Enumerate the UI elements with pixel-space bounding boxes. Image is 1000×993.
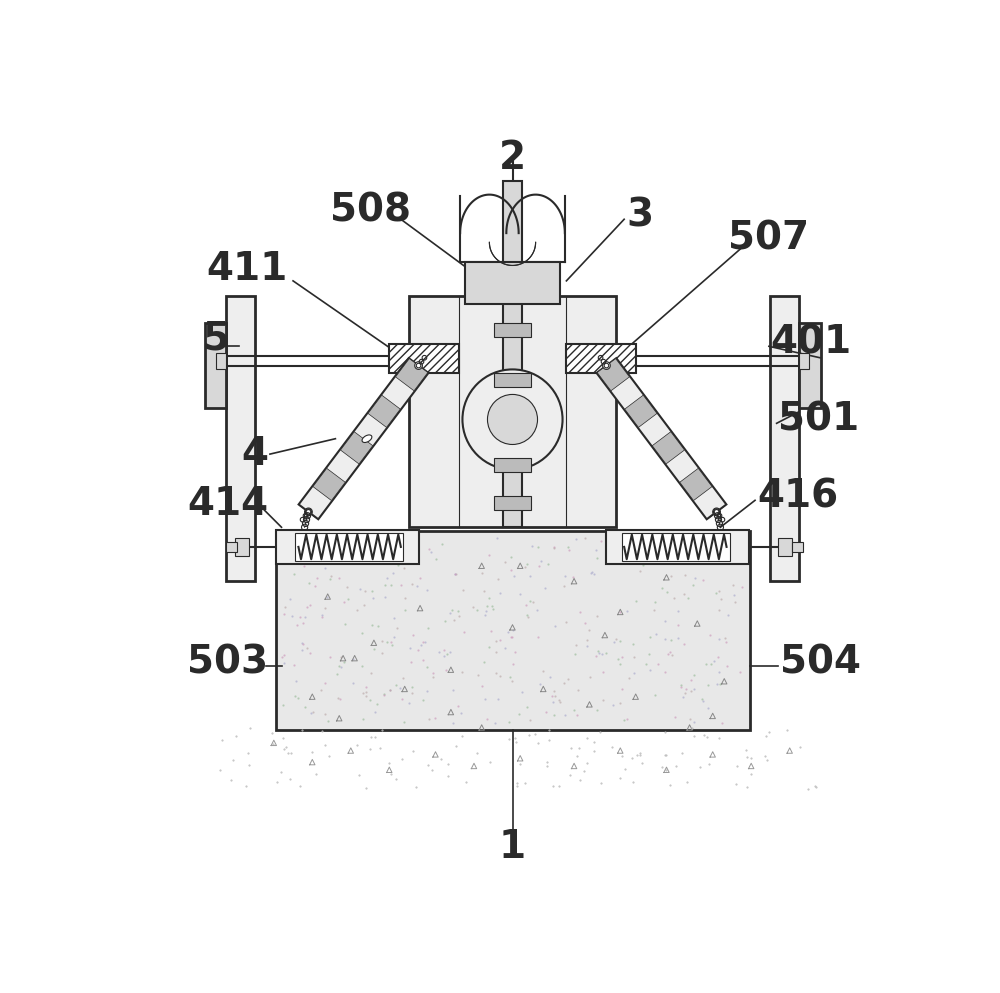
Text: 508: 508: [330, 191, 411, 229]
Bar: [792, 542, 803, 551]
Bar: [465, 261, 560, 304]
Polygon shape: [313, 469, 345, 500]
Polygon shape: [597, 358, 726, 519]
Bar: [770, 296, 799, 581]
Bar: [226, 542, 237, 551]
Bar: [799, 354, 809, 368]
Bar: [494, 323, 531, 337]
Bar: [295, 532, 403, 561]
Text: 4: 4: [241, 435, 268, 473]
Bar: [216, 354, 226, 368]
Polygon shape: [652, 432, 684, 464]
Bar: [276, 529, 419, 564]
Bar: [494, 458, 531, 472]
Polygon shape: [368, 395, 400, 427]
Text: 5: 5: [203, 320, 230, 357]
Text: 416: 416: [757, 478, 838, 515]
Polygon shape: [341, 432, 373, 464]
Bar: [276, 531, 750, 730]
Bar: [226, 296, 255, 581]
Polygon shape: [680, 469, 712, 500]
Polygon shape: [597, 358, 629, 391]
Bar: [778, 537, 792, 556]
Text: 414: 414: [187, 486, 268, 523]
Bar: [799, 323, 820, 408]
Bar: [205, 323, 226, 408]
Text: 503: 503: [187, 643, 268, 681]
Circle shape: [415, 361, 422, 369]
Text: 504: 504: [780, 643, 861, 681]
Text: 501: 501: [778, 400, 859, 439]
Bar: [503, 181, 522, 527]
Bar: [622, 532, 730, 561]
Text: 3: 3: [626, 197, 654, 234]
Bar: [606, 529, 749, 564]
Circle shape: [462, 369, 563, 470]
Text: 507: 507: [728, 219, 809, 257]
Text: 401: 401: [770, 324, 852, 361]
Circle shape: [487, 394, 538, 445]
Bar: [409, 296, 616, 527]
Polygon shape: [396, 358, 428, 391]
Polygon shape: [625, 395, 657, 427]
Ellipse shape: [362, 435, 372, 443]
Text: 411: 411: [206, 250, 287, 288]
Polygon shape: [299, 358, 428, 519]
Text: 1: 1: [499, 828, 526, 866]
Bar: [566, 344, 636, 373]
Bar: [235, 537, 249, 556]
Circle shape: [305, 508, 312, 515]
Bar: [494, 496, 531, 510]
Bar: [494, 373, 531, 387]
Bar: [389, 344, 459, 373]
Text: 2: 2: [499, 139, 526, 177]
Circle shape: [713, 508, 720, 515]
Circle shape: [603, 361, 610, 369]
